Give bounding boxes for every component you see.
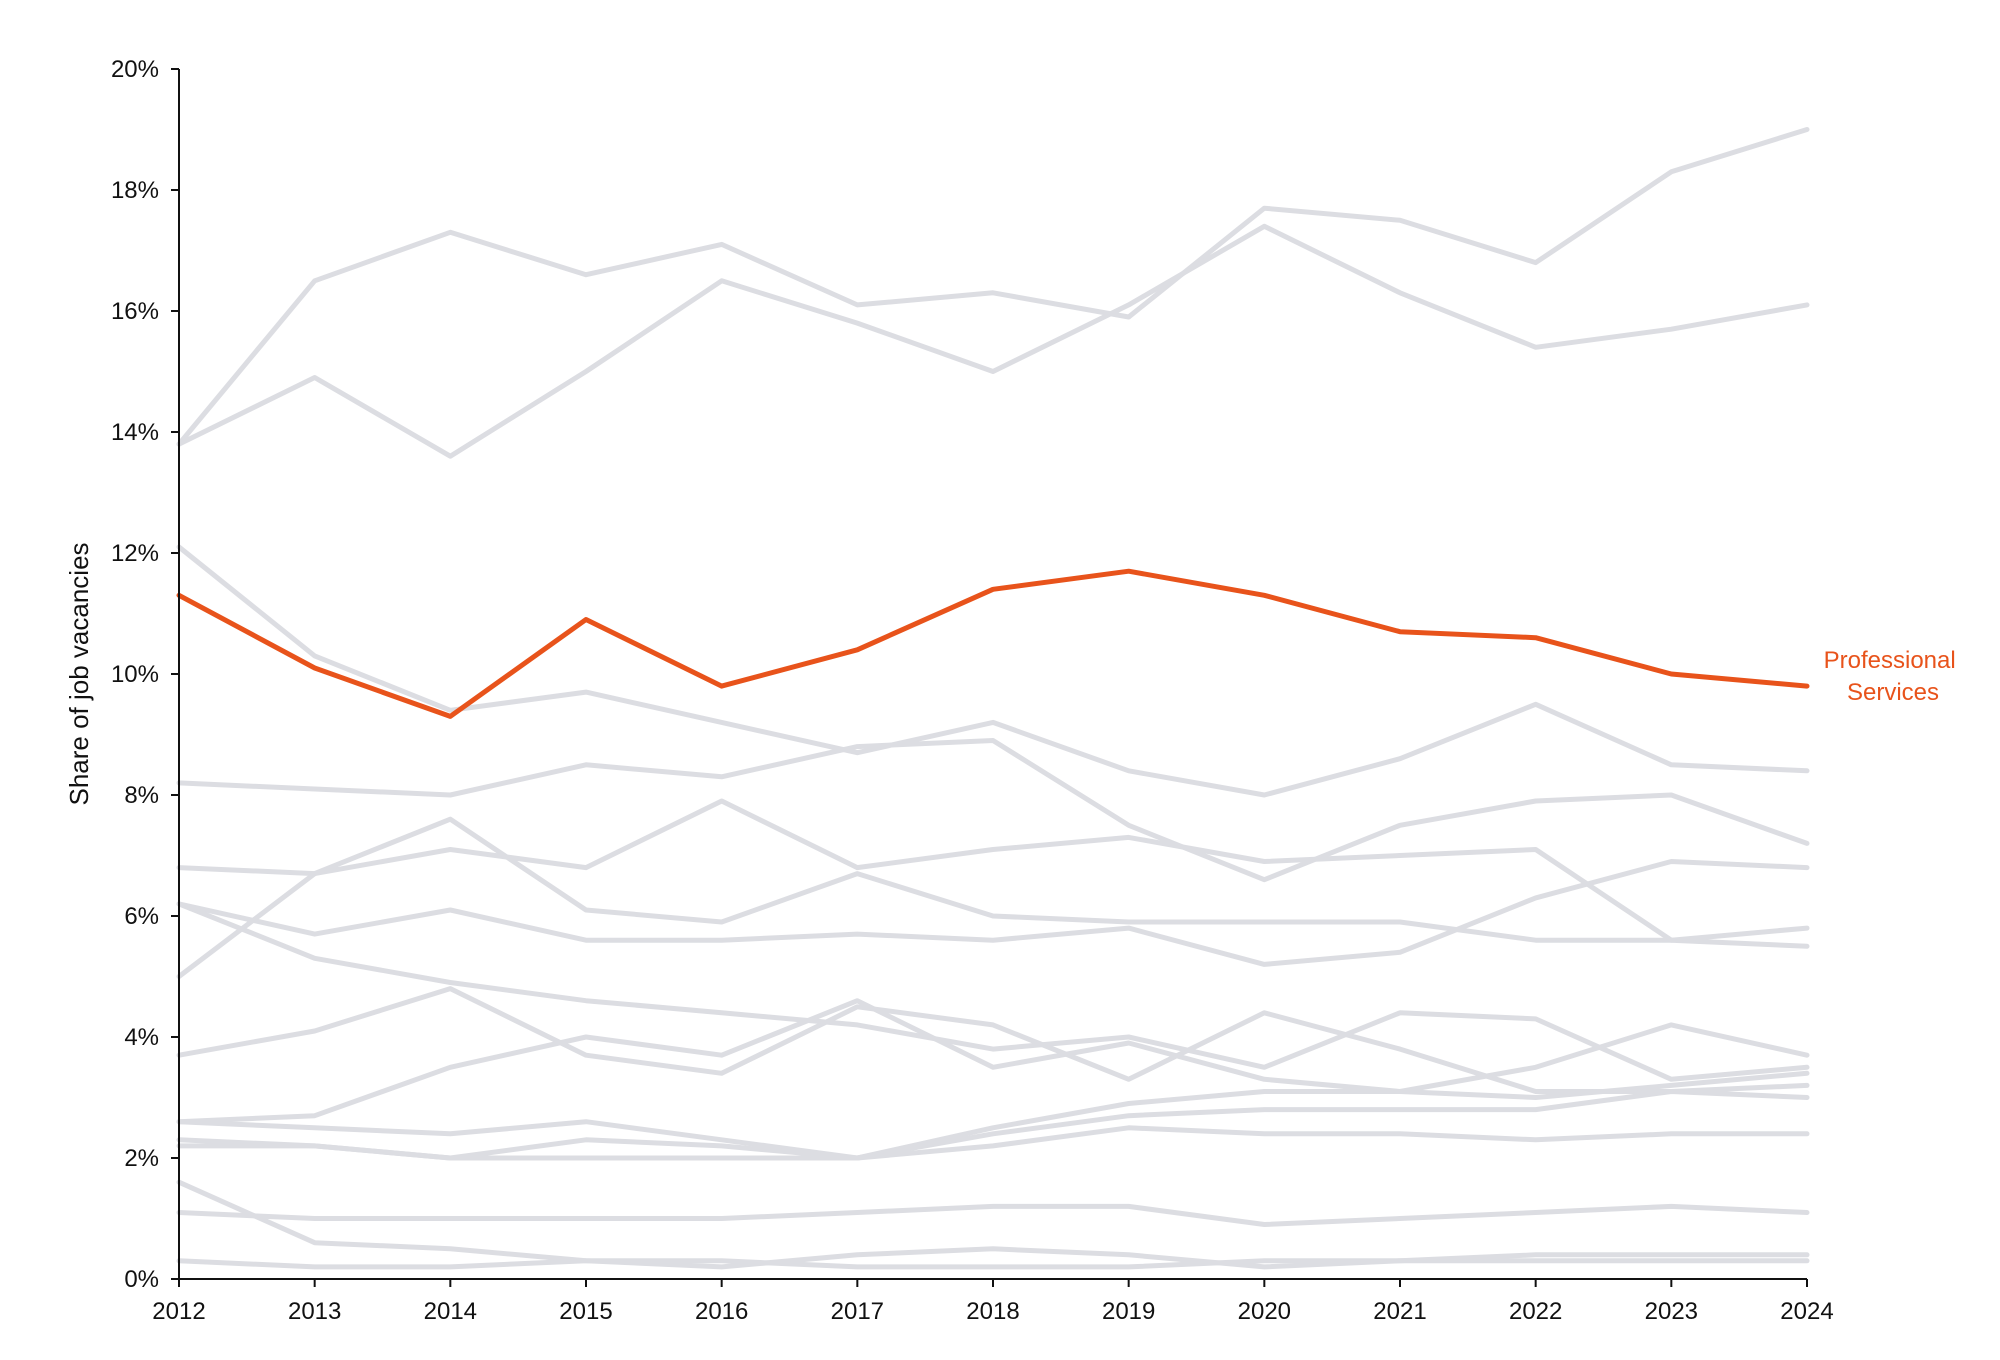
series-line-14: [176, 1203, 1810, 1227]
series-line-2: [176, 223, 1810, 459]
highlight-label-line-2: Services: [1847, 679, 1939, 706]
x-tick-label: 2023: [1645, 1298, 1698, 1325]
y-tick-label: 0%: [124, 1266, 159, 1293]
y-tick-label: 8%: [124, 782, 159, 809]
highlight-layer: [176, 568, 1810, 719]
x-tick-label: 2020: [1238, 1298, 1291, 1325]
highlight-series-label: Professional Services: [1824, 647, 1963, 706]
x-tick-label: 2019: [1102, 1298, 1155, 1325]
series-line-15: [176, 1179, 1810, 1270]
series-line-9: [176, 986, 1810, 1094]
y-tick-label: 2%: [124, 1145, 159, 1172]
y-tick-label: 10%: [111, 661, 159, 688]
series-line-1: [176, 127, 1810, 447]
x-tick-label: 2016: [695, 1298, 748, 1325]
series-line-5: [176, 798, 1810, 943]
x-tick-label: 2012: [152, 1298, 205, 1325]
series-line-3: [176, 544, 1810, 798]
x-tick-label: 2017: [831, 1298, 884, 1325]
x-tick-layer: 2012 2013 2014 2015 2016 2017 2018 2019 2020 2021…: [152, 1279, 1834, 1325]
y-tick-label: 14%: [111, 419, 159, 446]
y-tick-label: 18%: [111, 177, 159, 204]
y-tick-label: 20%: [111, 56, 159, 83]
y-axis-title: Share of job vacancies: [64, 542, 94, 805]
x-tick-label: 2015: [559, 1298, 612, 1325]
series-line-16: [176, 1252, 1810, 1270]
series-line-4: [176, 738, 1810, 883]
x-tick-label: 2014: [424, 1298, 477, 1325]
series-line-13: [176, 1125, 1810, 1161]
series-line-10: [176, 998, 1810, 1125]
series-line-8: [176, 901, 1810, 1082]
x-tick-label: 2018: [966, 1298, 1019, 1325]
y-tick-label: 6%: [124, 903, 159, 930]
x-tick-label: 2024: [1780, 1298, 1833, 1325]
y-tick-label: 12%: [111, 540, 159, 567]
series-line-highlight: [176, 568, 1810, 719]
x-tick-label: 2021: [1373, 1298, 1426, 1325]
series-line-6: [176, 816, 1810, 979]
series-line-11: [176, 1070, 1810, 1161]
series-line-7: [176, 859, 1810, 967]
y-tick-layer: 0% 2% 4% 6% 8% 10% 12% 14% 16% 18% 20%: [111, 56, 179, 1293]
highlight-label-line-1: Professional: [1824, 647, 1956, 674]
x-tick-label: 2022: [1509, 1298, 1562, 1325]
y-tick-label: 4%: [124, 1024, 159, 1051]
y-tick-label: 16%: [111, 298, 159, 325]
series-layer: [176, 127, 1810, 1270]
x-tick-label: 2013: [288, 1298, 341, 1325]
